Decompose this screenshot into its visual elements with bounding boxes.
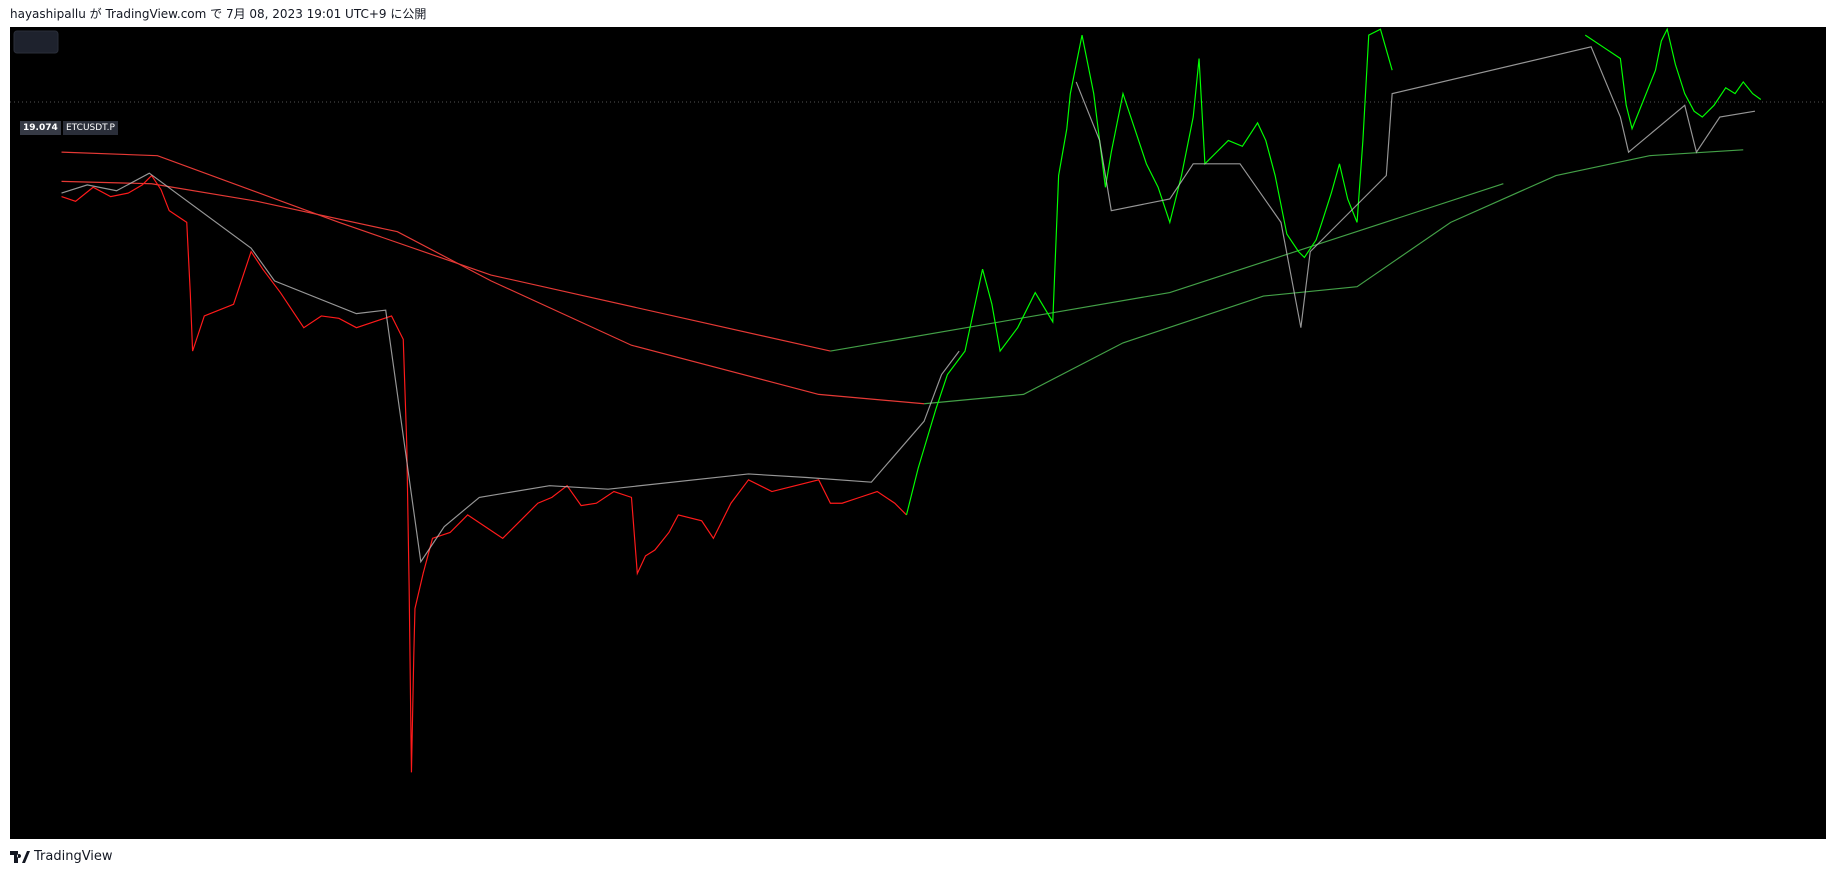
ma-green-2 (923, 149, 1744, 405)
ma-green-1 (830, 183, 1504, 352)
ma-red-2 (61, 180, 925, 405)
price-red (61, 174, 907, 773)
price-chart (10, 27, 1826, 773)
symbol-label: ETCUSDT.P (63, 121, 118, 135)
price-green-2 (1584, 27, 1762, 131)
series (61, 27, 1762, 773)
chart-panel: 19.074 ETCUSDT.P (10, 27, 1826, 839)
price-grey (61, 172, 960, 564)
publish-header: hayashipallu が TradingView.com で 7月 08, … (10, 7, 427, 21)
toolbar-button[interactable] (13, 30, 59, 54)
brand-logo (10, 850, 30, 863)
footer: TradingView (10, 849, 113, 864)
price-green (905, 28, 1393, 516)
price-grey-2 (1075, 46, 1756, 328)
ma-red-1 (61, 151, 831, 352)
brand-text: TradingView (34, 849, 113, 864)
price-label: 19.074 (20, 121, 61, 135)
